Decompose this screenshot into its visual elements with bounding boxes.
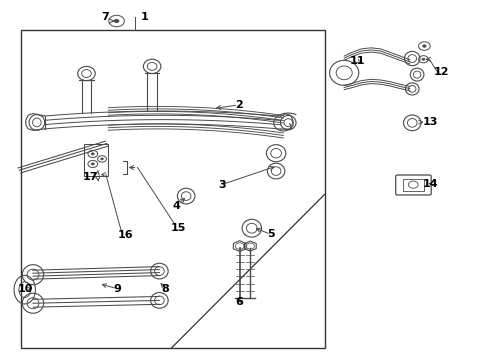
Text: 12: 12 bbox=[433, 67, 448, 77]
Text: 6: 6 bbox=[235, 297, 243, 307]
Bar bbox=[21, 30, 324, 348]
Text: 7: 7 bbox=[101, 13, 109, 22]
Circle shape bbox=[101, 158, 103, 160]
Circle shape bbox=[91, 153, 94, 155]
Text: 10: 10 bbox=[18, 284, 33, 294]
Text: 14: 14 bbox=[422, 179, 438, 189]
Text: 17: 17 bbox=[82, 172, 98, 182]
Circle shape bbox=[114, 19, 119, 23]
Text: 2: 2 bbox=[234, 100, 242, 110]
Bar bbox=[84, 144, 108, 176]
Text: 15: 15 bbox=[171, 223, 186, 233]
Circle shape bbox=[422, 45, 425, 47]
Text: 16: 16 bbox=[117, 230, 133, 240]
Text: 9: 9 bbox=[113, 284, 121, 294]
Text: 8: 8 bbox=[162, 284, 169, 294]
Circle shape bbox=[91, 163, 94, 165]
Bar bbox=[402, 179, 423, 191]
Circle shape bbox=[421, 58, 424, 60]
Text: 13: 13 bbox=[422, 117, 438, 127]
Text: 4: 4 bbox=[172, 201, 180, 211]
Text: 5: 5 bbox=[266, 229, 274, 239]
Text: 11: 11 bbox=[349, 57, 365, 66]
Text: 3: 3 bbox=[217, 180, 225, 190]
Text: 1: 1 bbox=[141, 12, 148, 22]
